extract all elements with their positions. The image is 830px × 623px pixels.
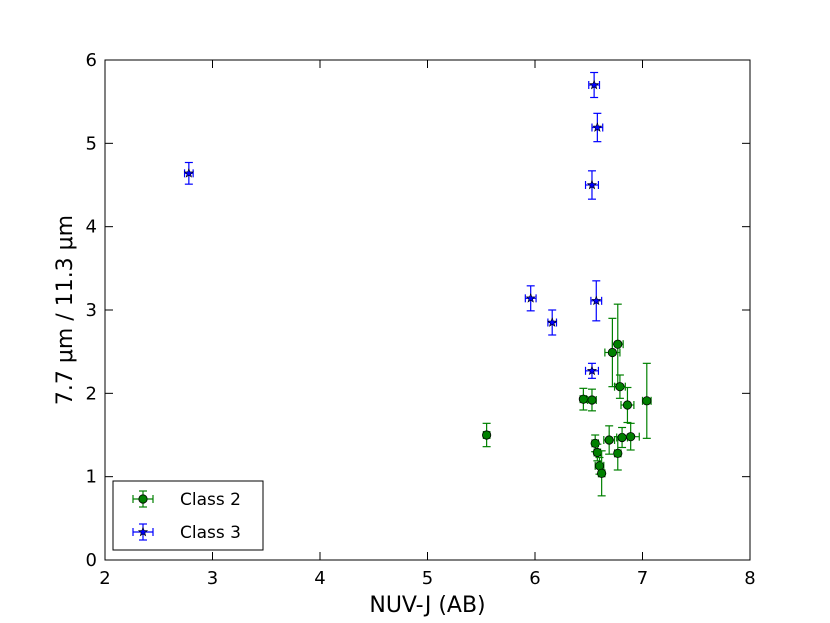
class-2-point bbox=[613, 374, 626, 399]
class-2-marker bbox=[613, 339, 623, 349]
y-tick-label: 5 bbox=[86, 133, 97, 154]
legend-frame bbox=[112, 480, 264, 551]
class-2-point bbox=[641, 362, 652, 439]
class-2-marker bbox=[622, 400, 633, 410]
x-tick-label: 2 bbox=[99, 568, 110, 589]
class-2-point bbox=[587, 388, 597, 412]
x-tick-label: 8 bbox=[744, 568, 755, 589]
class-3-marker bbox=[525, 292, 536, 303]
class-2-marker bbox=[592, 447, 602, 458]
class-3-marker bbox=[591, 295, 602, 306]
class-2-marker bbox=[590, 438, 600, 448]
class-2-point bbox=[604, 317, 621, 388]
legend-entry-class-2: Class 2 bbox=[132, 490, 241, 510]
y-tick-label: 0 bbox=[86, 550, 97, 571]
class-3-point bbox=[524, 285, 537, 312]
y-axis-label: 7.7 μm / 11.3 μm bbox=[53, 215, 78, 405]
class-3-point bbox=[183, 161, 194, 185]
class-2-marker bbox=[604, 435, 614, 445]
class-2-point bbox=[620, 386, 635, 424]
class-3-point bbox=[584, 170, 600, 200]
class-3-point bbox=[590, 280, 603, 322]
x-tick-label: 7 bbox=[637, 568, 648, 589]
class-2-marker bbox=[587, 395, 597, 405]
class-2-marker bbox=[642, 396, 652, 406]
class-3-marker bbox=[589, 79, 600, 90]
legend-class-2-marker bbox=[138, 494, 148, 504]
legend-entry-class-3: Class 3 bbox=[132, 523, 241, 543]
class-3-marker bbox=[586, 179, 598, 190]
class-2-point bbox=[482, 422, 492, 448]
class-3-point bbox=[588, 71, 601, 99]
legend-label: Class 3 bbox=[180, 523, 241, 543]
x-axis-label: NUV-J (AB) bbox=[369, 593, 485, 618]
legend: Class 2 Class 3 bbox=[112, 480, 264, 551]
y-tick-label: 6 bbox=[86, 50, 97, 71]
class-2-marker bbox=[578, 394, 588, 404]
x-tick-label: 3 bbox=[207, 568, 218, 589]
class-2-marker bbox=[597, 468, 607, 478]
class-2-marker bbox=[482, 430, 492, 440]
class-2-point bbox=[597, 450, 607, 497]
class-3-point bbox=[591, 112, 604, 143]
legend-label: Class 2 bbox=[180, 490, 241, 510]
class-3-marker bbox=[592, 122, 603, 132]
y-tick-label: 3 bbox=[86, 300, 97, 321]
x-tick-label: 6 bbox=[529, 568, 540, 589]
class-2-marker bbox=[594, 461, 605, 471]
legend-class-3-marker bbox=[137, 526, 149, 537]
class-2-point bbox=[613, 436, 623, 471]
class-3-marker bbox=[586, 365, 598, 376]
y-tick-label: 4 bbox=[86, 217, 97, 238]
class-2-marker bbox=[607, 347, 618, 358]
axis-ticks: 2 3 4 5 6 7 8 0 1 2 3 4 5 6 bbox=[86, 50, 756, 589]
class-2-marker bbox=[613, 448, 623, 458]
class-3-marker bbox=[547, 317, 558, 327]
x-tick-label: 5 bbox=[422, 568, 433, 589]
class-3-point bbox=[547, 309, 558, 336]
class-2-point bbox=[621, 422, 640, 451]
x-tick-label: 4 bbox=[314, 568, 325, 589]
y-tick-label: 2 bbox=[86, 383, 97, 404]
class-2-point bbox=[611, 303, 624, 385]
class-3-point bbox=[584, 362, 600, 379]
class-2-point bbox=[603, 425, 616, 455]
class-3-marker bbox=[183, 167, 194, 178]
data-marks bbox=[183, 71, 652, 497]
class-2-marker bbox=[615, 382, 625, 392]
class-2-marker bbox=[626, 432, 636, 442]
y-tick-label: 1 bbox=[86, 467, 97, 488]
